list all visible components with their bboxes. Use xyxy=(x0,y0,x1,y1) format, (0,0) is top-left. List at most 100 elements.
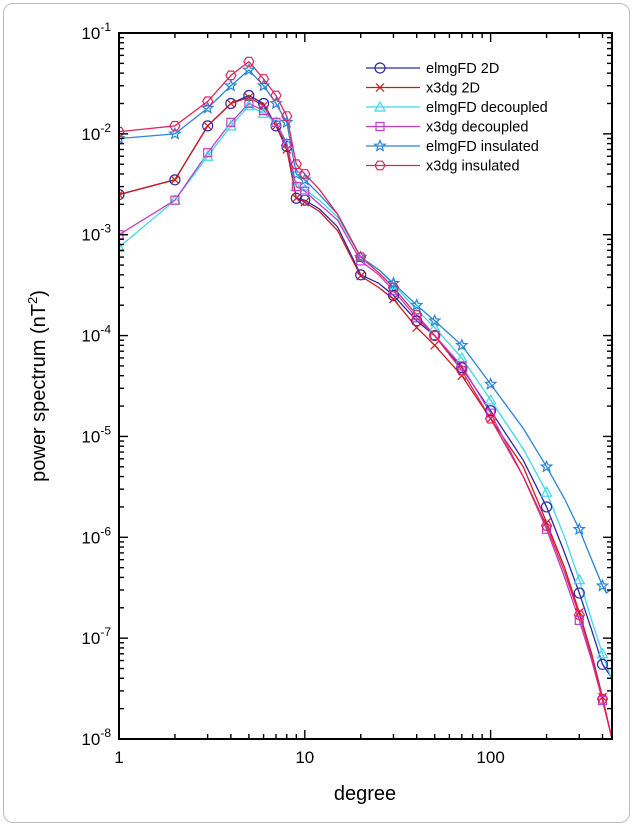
data-point-marker xyxy=(485,405,497,417)
y-tick-label: 10-4 xyxy=(81,323,111,346)
data-point-marker xyxy=(456,362,468,374)
data-point-marker xyxy=(270,90,282,101)
y-tick-label: 10-8 xyxy=(81,726,111,749)
data-point-marker xyxy=(291,181,301,192)
data-point-marker xyxy=(258,106,269,116)
data-point-marker xyxy=(300,186,310,196)
series-line-6 xyxy=(119,60,612,739)
data-point-marker xyxy=(389,294,398,304)
data-point-marker xyxy=(596,658,609,670)
data-point-marker xyxy=(202,120,214,132)
data-point-marker xyxy=(409,298,424,312)
data-point-marker xyxy=(200,100,215,114)
data-point-marker xyxy=(300,197,310,207)
y-tick-label: 10-3 xyxy=(81,222,111,245)
data-point-marker xyxy=(282,139,292,149)
data-point-marker xyxy=(456,365,468,376)
data-point-marker xyxy=(596,647,609,659)
legend-label: x3dg insulated xyxy=(426,159,520,175)
legend-swatch-marker xyxy=(373,138,387,152)
data-point-marker xyxy=(225,97,237,110)
data-point-marker xyxy=(486,408,496,418)
data-point-marker xyxy=(271,117,281,127)
legend-label: x3dg decoupled xyxy=(426,120,528,136)
data-point-marker xyxy=(540,520,553,531)
data-point-marker xyxy=(119,188,125,201)
data-point-marker xyxy=(224,119,237,131)
x-tick-label: 100 xyxy=(476,748,504,767)
data-point-marker xyxy=(269,96,283,110)
data-point-marker xyxy=(256,78,271,92)
data-point-marker xyxy=(226,117,236,127)
data-point-marker xyxy=(356,256,366,266)
figure-frame xyxy=(3,3,630,823)
data-point-marker xyxy=(119,190,124,200)
data-point-marker xyxy=(169,174,181,186)
data-point-marker xyxy=(574,607,584,617)
y-tick-label: 10-5 xyxy=(81,423,111,446)
data-point-marker xyxy=(388,285,399,296)
legend-label: elmgFD decoupled xyxy=(426,100,548,116)
data-point-marker xyxy=(574,615,584,625)
data-point-marker xyxy=(298,172,312,186)
y-axis-label-sup: 2 xyxy=(25,297,40,304)
data-point-marker xyxy=(225,70,237,81)
data-point-marker xyxy=(169,120,181,131)
data-point-marker xyxy=(412,323,422,333)
data-point-marker xyxy=(119,126,125,137)
data-point-marker xyxy=(455,338,469,352)
data-point-marker xyxy=(573,573,586,585)
data-point-marker xyxy=(355,252,367,262)
data-point-marker xyxy=(573,609,585,620)
axes-layer: 1 10 100 10-1 10-2 10-3 10-4 10-5 10-6 10-7 10-8 xyxy=(81,20,613,767)
y-tick-label: 10-6 xyxy=(81,524,111,547)
legend-swatch-marker xyxy=(373,100,387,112)
data-point-marker xyxy=(224,78,238,92)
legend-swatch-marker xyxy=(375,83,385,92)
x-axis-label: degree xyxy=(334,783,396,805)
legend-label: elmgFD 2D xyxy=(426,61,499,77)
plot-frame xyxy=(118,32,613,740)
data-point-marker xyxy=(386,276,401,289)
series-line-2 xyxy=(119,96,612,739)
data-point-marker xyxy=(484,413,497,424)
legend-swatch-marker xyxy=(374,160,386,171)
data-point-marker xyxy=(282,145,292,154)
data-point-marker xyxy=(572,522,587,535)
data-point-marker xyxy=(257,74,270,84)
data-point-marker xyxy=(596,693,609,704)
data-point-marker xyxy=(170,175,180,185)
legend-label: x3dg 2D xyxy=(426,81,480,97)
data-point-marker xyxy=(170,195,180,205)
data-point-marker xyxy=(411,315,423,327)
data-point-marker xyxy=(242,99,255,111)
y-tick-label: 10-2 xyxy=(81,121,111,144)
data-point-marker xyxy=(540,501,553,513)
data-point-marker xyxy=(573,587,585,599)
data-point-marker xyxy=(298,183,311,195)
legend-label: elmgFD insulated xyxy=(426,139,539,155)
data-point-marker xyxy=(280,115,294,129)
series-line-4 xyxy=(119,102,612,739)
legend-swatch-marker xyxy=(374,62,386,74)
data-point-marker xyxy=(355,269,367,281)
series-line-5 xyxy=(119,69,612,594)
x-tick-label: 10 xyxy=(295,748,314,767)
legend: elmgFD 2D x3dg 2D elmgFD decoupled x3dg dec… xyxy=(366,61,548,175)
data-point-marker xyxy=(484,393,497,405)
data-point-marker xyxy=(539,459,554,473)
x-tick-label: 1 xyxy=(114,748,123,767)
data-point-marker xyxy=(168,126,182,140)
data-point-marker xyxy=(242,62,256,76)
y-tick-label: 10-1 xyxy=(81,20,111,43)
data-point-marker xyxy=(257,107,270,118)
data-point-marker xyxy=(201,149,214,161)
marker-layer xyxy=(119,56,610,706)
data-point-marker xyxy=(483,376,498,390)
data-point-marker xyxy=(457,361,467,371)
data-point-marker xyxy=(119,241,126,252)
data-point-marker xyxy=(202,96,214,107)
series-layer xyxy=(119,60,612,739)
data-point-marker xyxy=(595,578,610,592)
